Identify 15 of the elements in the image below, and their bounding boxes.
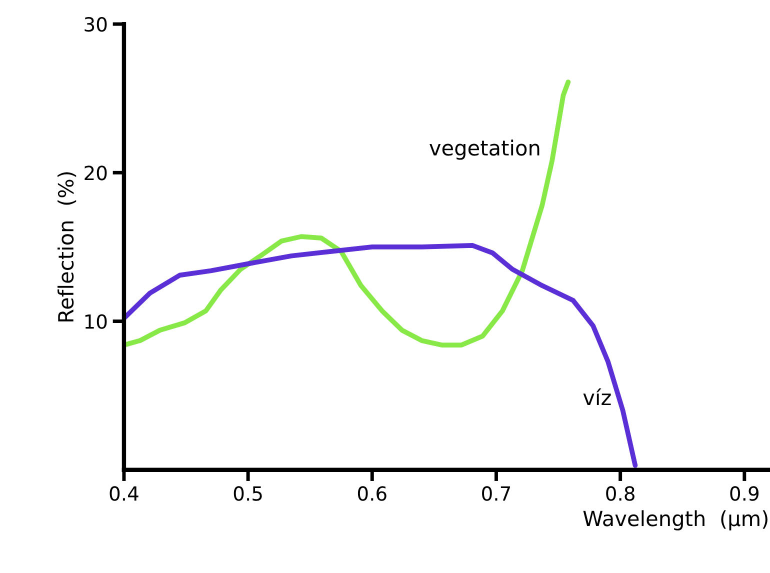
y-tick-label: 10: [85, 314, 107, 329]
y-axis-title: Reflection (%): [58, 172, 76, 322]
line-series: [124, 80, 571, 348]
series-label: víz: [583, 388, 611, 406]
line-series: [124, 243, 638, 468]
x-tick-label: 0.9: [730, 486, 759, 501]
x-tick-label: 0.7: [482, 486, 510, 501]
series-label: vegetation: [430, 140, 540, 160]
x-tick-label: 0.4: [110, 486, 138, 501]
y-tick-label: 20: [84, 166, 107, 180]
y-tick-label: 30: [84, 17, 107, 32]
x-tick-label: 0.8: [606, 486, 634, 501]
x-tick-label: 0.5: [234, 486, 262, 501]
x-axis-title: Wavelength (μm): [583, 510, 768, 530]
x-tick-label: 0.6: [358, 486, 386, 501]
